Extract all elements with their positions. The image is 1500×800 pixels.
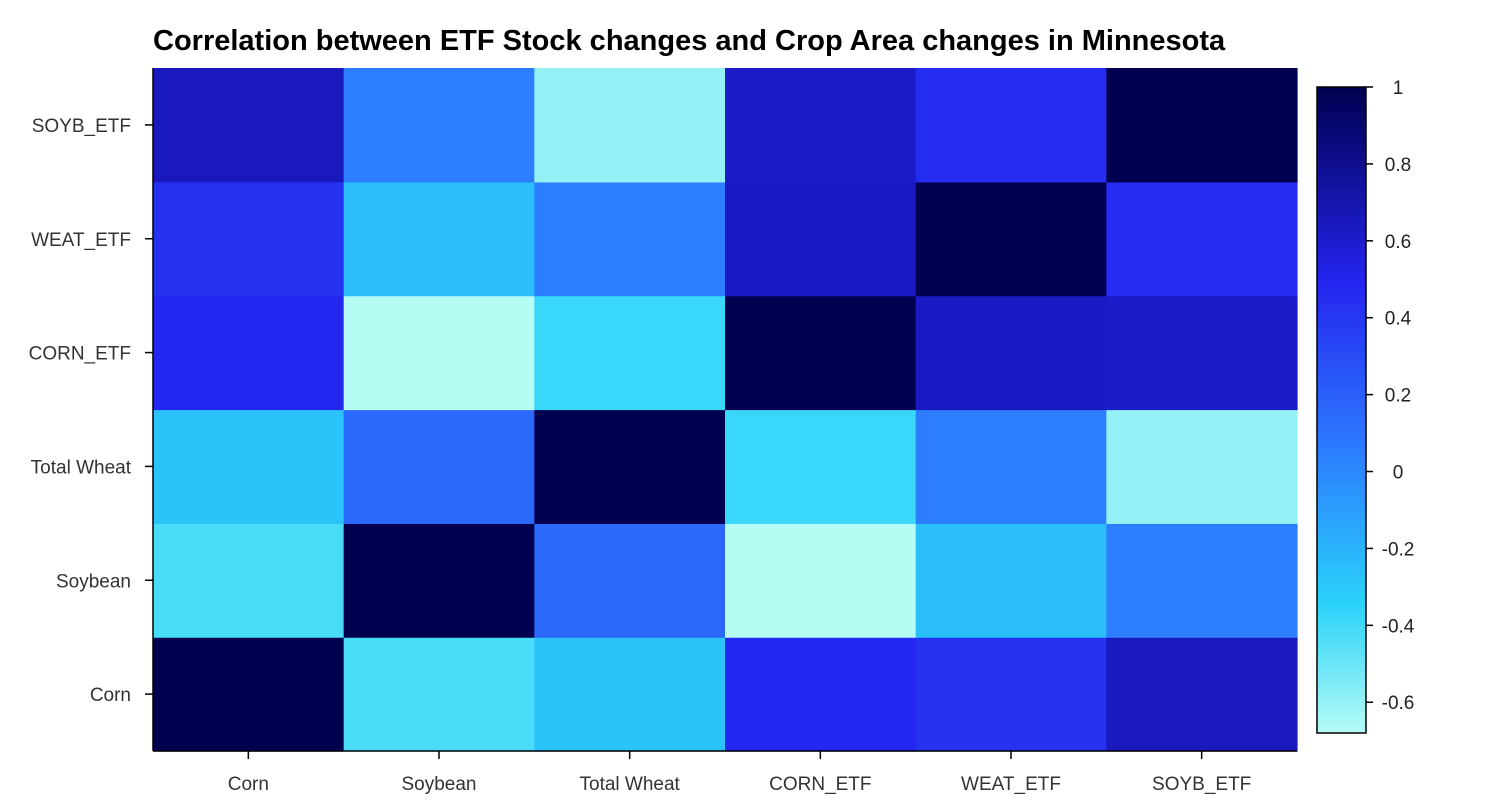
colorbar-tick-label: 0.8 [1385,155,1411,176]
heatmap-cell-total-wheat-total-wheat [534,409,726,524]
heatmap-cells [153,68,1298,752]
heatmap-cell-soyb-etf-corn-etf [725,68,917,183]
heatmap-cell-soybean-corn-etf [725,523,917,638]
x-tick-label: SOYB_ETF [1152,774,1251,795]
colorbar-tick-label: 0 [1393,463,1404,484]
heatmap-cell-soyb-etf-soybean [343,68,535,183]
x-tick-label: Soybean [401,774,476,795]
heatmap-cell-corn-etf-total-wheat [534,295,726,411]
heatmap-cell-corn-etf-corn-etf [725,295,917,411]
x-tick-label: Corn [228,774,269,795]
heatmap-cell-weat-etf-total-wheat [534,181,726,297]
heatmap-cell-total-wheat-soyb-etf [1106,409,1298,524]
heatmap-cell-corn-corn-etf [725,637,917,752]
heatmap-cell-total-wheat-corn [153,409,345,524]
heatmap-cell-corn-soybean [343,637,535,752]
colorbar-tick-label: -0.4 [1382,616,1415,637]
colorbar-tick-label: -0.6 [1382,693,1415,714]
heatmap-cell-total-wheat-corn-etf [725,409,917,524]
y-tick-label: SOYB_ETF [32,116,131,137]
y-tick-label: Corn [90,685,131,706]
x-tick-label: CORN_ETF [769,774,871,795]
heatmap-cell-soybean-weat-etf [915,523,1107,638]
heatmap-cell-soybean-corn [153,523,345,638]
heatmap-cell-corn-weat-etf [915,637,1107,752]
colorbar-tick-label: 1 [1393,78,1404,99]
colorbar-tick-label: 0.2 [1385,386,1411,407]
y-tick-label: CORN_ETF [29,344,131,365]
heatmap-cell-corn-total-wheat [534,637,726,752]
x-tick-label: Total Wheat [580,774,681,795]
heatmap-cell-weat-etf-soybean [343,181,535,297]
colorbar-gradient [1316,86,1367,734]
heatmap-cell-corn-etf-soybean [343,295,535,411]
y-tick-label: WEAT_ETF [31,230,131,251]
heatmap-cell-corn-etf-soyb-etf [1106,295,1298,411]
heatmap-cell-weat-etf-corn-etf [725,181,917,297]
colorbar: 1 0.8 0.6 0.4 0.2 0 -0.2 -0.4 -0.6 [1316,78,1415,734]
heatmap-axes [145,68,1297,759]
heatmap-cell-corn-etf-weat-etf [915,295,1107,411]
x-axis-tick-labels: Corn Soybean Total Wheat CORN_ETF WEAT_ETF SO… [228,774,1252,795]
chart-title: Correlation between ETF Stock changes an… [153,25,1226,57]
heatmap-cell-corn-soyb-etf [1106,637,1298,752]
heatmap-cell-total-wheat-soybean [343,409,535,524]
y-tick-label: Total Wheat [31,457,132,478]
heatmap-cell-total-wheat-weat-etf [915,409,1107,524]
heatmap-cell-corn-corn [153,637,345,752]
heatmap-cell-soyb-etf-corn [153,68,345,183]
heatmap-cell-soyb-etf-soyb-etf [1106,68,1298,183]
y-tick-label: Soybean [56,571,131,592]
colorbar-tick-label: -0.2 [1382,539,1415,560]
heatmap-cell-weat-etf-weat-etf [915,181,1107,297]
heatmap-cell-weat-etf-corn [153,181,345,297]
heatmap-cell-soybean-soyb-etf [1106,523,1298,638]
heatmap-cell-weat-etf-soyb-etf [1106,181,1298,297]
heatmap-cell-soybean-soybean [343,523,535,638]
heatmap-cell-soyb-etf-total-wheat [534,68,726,183]
colorbar-tick-label: 0.4 [1385,309,1412,330]
heatmap-cell-corn-etf-corn [153,295,345,411]
y-axis-tick-labels: Corn Soybean Total Wheat CORN_ETF WEAT_ETF SO… [29,116,132,706]
heatmap-cell-soyb-etf-weat-etf [915,68,1107,183]
heatmap-cell-soybean-total-wheat [534,523,726,638]
colorbar-tick-label: 0.6 [1385,232,1411,253]
x-tick-label: WEAT_ETF [961,774,1061,795]
